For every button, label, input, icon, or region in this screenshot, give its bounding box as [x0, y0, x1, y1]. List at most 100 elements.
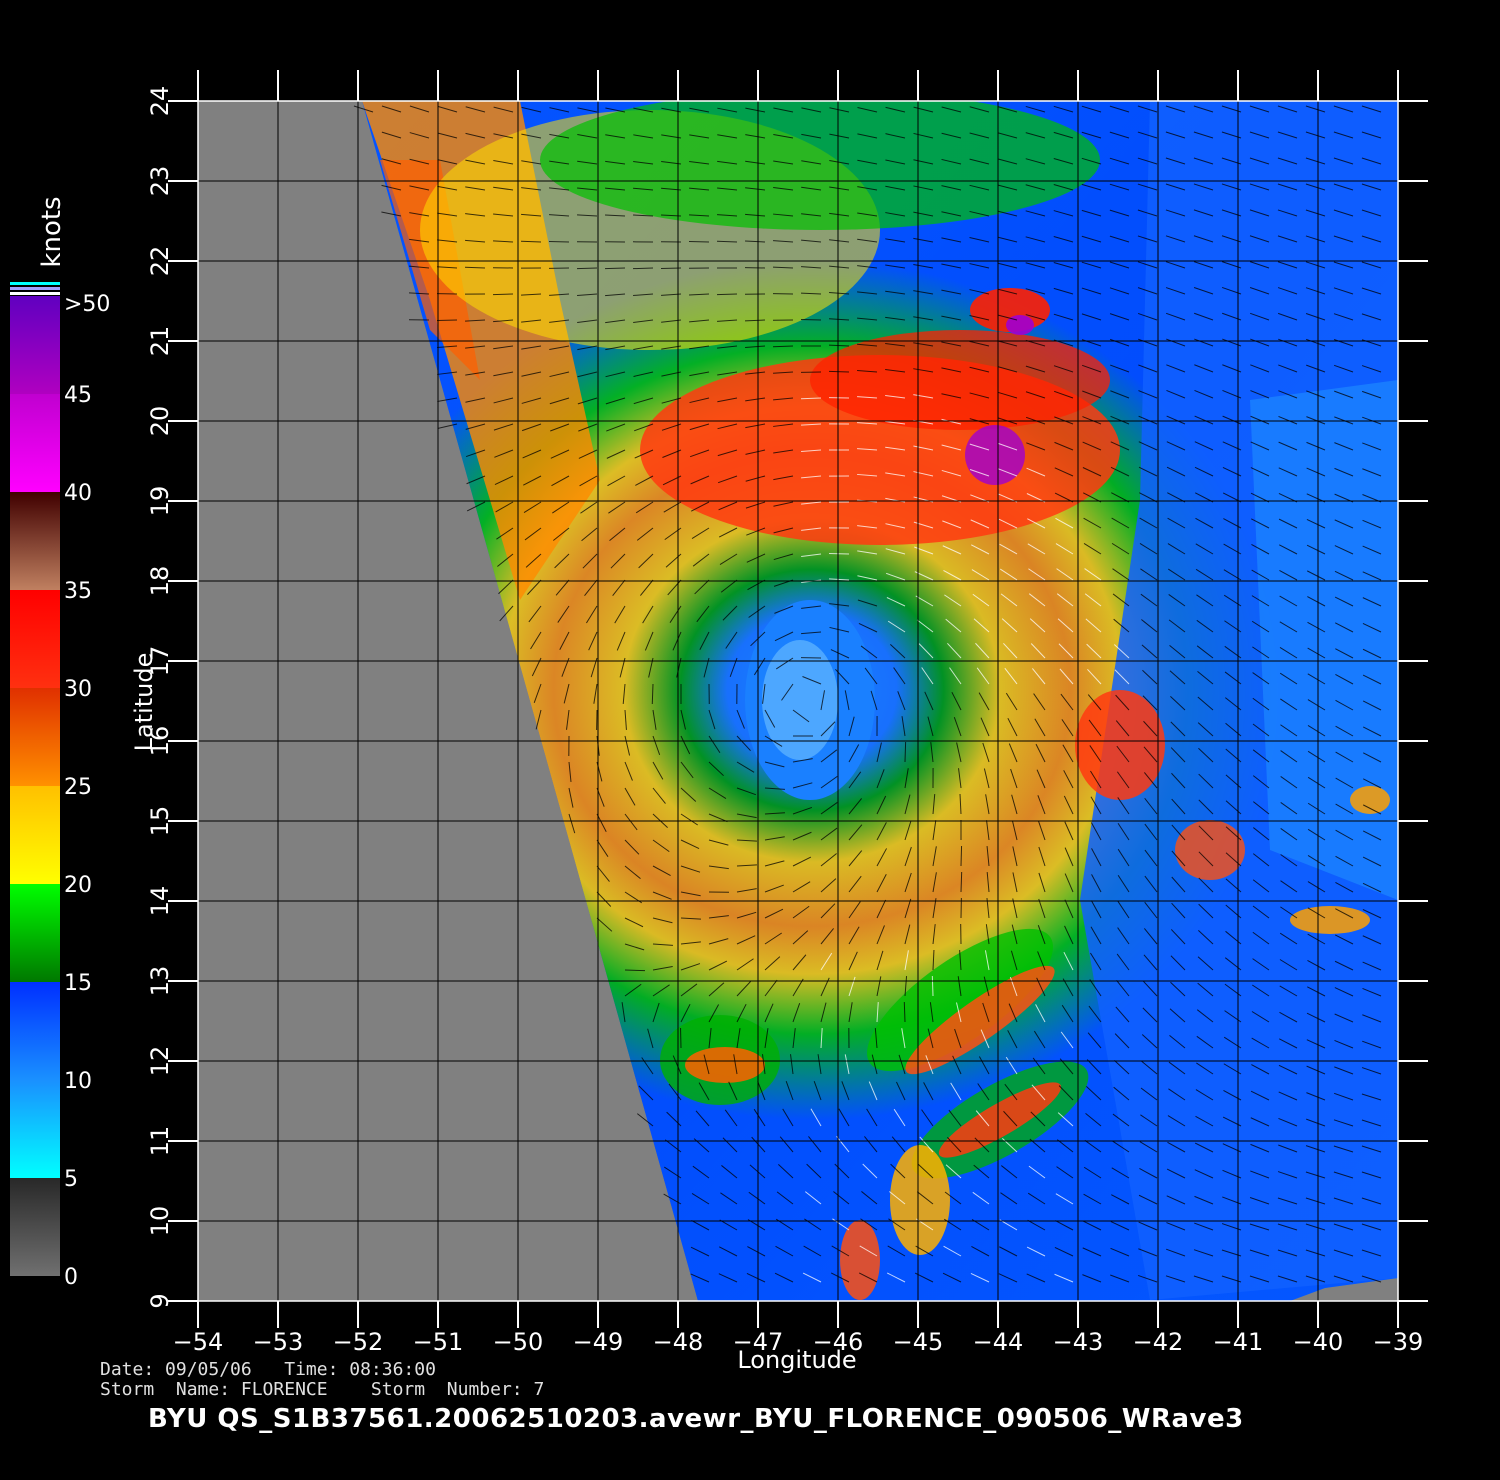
wind-vector — [1027, 543, 1046, 555]
wind-vector — [1143, 746, 1158, 763]
wind-vector — [885, 369, 906, 373]
wind-vector — [493, 345, 514, 350]
wind-vector — [1081, 105, 1102, 113]
wind-vector — [969, 469, 990, 477]
wind-vector — [1005, 692, 1018, 711]
wind-vector — [901, 1028, 906, 1049]
wind-vector — [970, 544, 990, 555]
wind-vector — [689, 371, 710, 377]
wind-vector — [1334, 596, 1354, 607]
wind-vector — [577, 107, 598, 113]
wind-vector — [932, 820, 937, 841]
wind-vector — [1249, 1275, 1270, 1283]
wind-vector — [896, 1081, 906, 1101]
wind-vector — [975, 1110, 990, 1127]
wind-vector — [612, 579, 626, 597]
wind-vector — [1170, 929, 1186, 945]
wind-vector — [885, 420, 906, 425]
wind-vector — [1306, 1039, 1326, 1049]
wind-vector — [1000, 593, 1018, 607]
wind-vector — [969, 289, 990, 295]
wind-vector — [1280, 750, 1298, 763]
wind-vector — [792, 1028, 796, 1049]
wind-vector — [932, 924, 936, 945]
wind-vector — [1091, 874, 1102, 893]
wind-vector — [904, 820, 912, 841]
wind-vector — [1252, 853, 1270, 867]
wind-vector — [493, 319, 514, 323]
wind-vector — [549, 319, 570, 323]
wind-vector — [1144, 797, 1158, 815]
wind-vector — [665, 553, 682, 568]
wind-vector — [409, 265, 430, 269]
wind-vector — [521, 133, 542, 139]
wind-vector — [1166, 441, 1186, 451]
wind-vector — [465, 397, 486, 403]
wind-vector — [1166, 1248, 1186, 1257]
wind-vector — [1335, 908, 1354, 919]
wind-vector — [997, 288, 1018, 295]
wind-vector — [437, 159, 458, 165]
wind-vector — [1025, 105, 1046, 113]
wind-vector — [1167, 1141, 1186, 1153]
wind-vector — [1194, 441, 1214, 451]
wind-vector — [829, 239, 850, 243]
wind-vector — [640, 579, 654, 596]
wind-vector — [876, 742, 882, 763]
lon-tick-label: −39 — [1373, 1328, 1424, 1356]
wind-vector — [1280, 854, 1298, 867]
wind-vector — [638, 553, 654, 569]
wind-vector — [1193, 235, 1214, 243]
wind-vector — [1083, 517, 1102, 529]
wind-vector — [945, 1164, 962, 1179]
wind-vector — [652, 984, 670, 997]
wind-vector — [1053, 236, 1074, 243]
wind-vector — [409, 158, 430, 165]
wind-vector — [498, 579, 514, 595]
wind-vector — [746, 527, 766, 536]
wind-vector — [1038, 820, 1046, 841]
wind-vector — [698, 1082, 710, 1101]
wind-vector — [857, 575, 878, 581]
wind-vector — [887, 1245, 906, 1257]
wind-vector — [1362, 909, 1382, 919]
wind-vector — [876, 822, 887, 841]
wind-vector — [680, 813, 698, 826]
wind-vector — [801, 605, 822, 609]
wind-vector — [1252, 749, 1270, 763]
wind-vector — [959, 794, 962, 815]
wind-vector — [1144, 901, 1158, 919]
wind-vector — [941, 289, 962, 295]
wind-vector — [1054, 441, 1074, 451]
wind-vector — [1249, 1223, 1270, 1231]
wind-vector — [634, 423, 654, 432]
wind-vector — [1252, 879, 1270, 893]
wind-vector — [913, 368, 934, 373]
wind-vector — [1082, 390, 1102, 399]
wind-vector — [437, 371, 458, 375]
wind-vector — [857, 265, 878, 269]
wind-vector — [493, 186, 514, 191]
wind-vector — [1277, 105, 1298, 113]
wind-vector — [1059, 668, 1074, 685]
wind-vector — [1362, 1014, 1382, 1023]
wind-vector — [1165, 157, 1186, 165]
wind-vector — [1193, 287, 1214, 295]
wind-vector — [635, 501, 654, 514]
wind-vector — [596, 839, 609, 857]
wind-vectors — [353, 105, 1382, 1283]
wind-vector — [1141, 619, 1158, 633]
wind-vector — [764, 836, 785, 841]
wind-vector — [1335, 751, 1354, 763]
wind-vector — [932, 949, 935, 971]
wind-vector — [1361, 1249, 1382, 1257]
wind-vector — [792, 782, 813, 789]
wind-vector — [1064, 925, 1074, 945]
product-title: BYU QS_S1B37561.20062510203.avewr_BYU_FL… — [148, 1404, 1244, 1434]
wind-vector — [1333, 1249, 1354, 1257]
wind-vector — [982, 742, 990, 763]
wind-vector — [493, 133, 514, 139]
wind-vector — [828, 370, 850, 373]
wind-vector — [876, 769, 885, 789]
lat-tick-label: 21 — [146, 326, 174, 357]
